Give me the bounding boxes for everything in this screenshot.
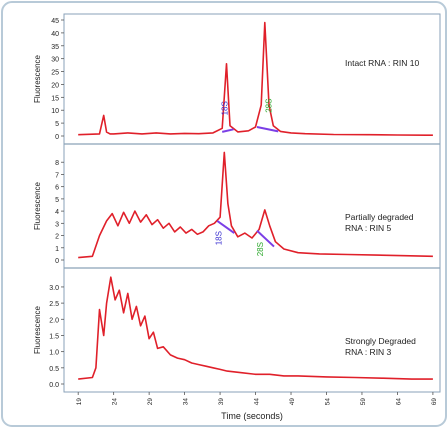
y-tick-label: 5 xyxy=(55,121,59,128)
peak-baseline-18s xyxy=(221,128,234,133)
series-line xyxy=(78,276,433,380)
x-tick-label: 49 xyxy=(289,398,296,406)
x-tick-label: 44 xyxy=(254,398,261,406)
y-tick-label: 0 xyxy=(55,258,59,265)
y-tick-label: 3.0 xyxy=(49,285,59,292)
panel-annotation: Partially degraded xyxy=(345,212,414,222)
y-tick-label: 2 xyxy=(55,234,59,241)
x-tick-label: 24 xyxy=(112,398,119,406)
y-tick-label: 2.5 xyxy=(49,301,59,308)
y-tick-label: 2.0 xyxy=(49,317,59,324)
peak-label-28s: 28S xyxy=(256,242,265,256)
series-line xyxy=(78,151,433,259)
peak-baseline-28s xyxy=(256,229,275,248)
outer-frame xyxy=(1,1,447,427)
y-tick-label: 7 xyxy=(55,172,59,179)
peak-label-18s: 18S xyxy=(215,231,224,245)
panel-annotation: RNA : RIN 5 xyxy=(345,223,392,233)
y-tick-label: 1.5 xyxy=(49,333,59,340)
y-tick-label: 40 xyxy=(51,31,59,38)
y-axis-label: Fluorescence xyxy=(33,54,42,103)
y-tick-label: 15 xyxy=(51,95,59,102)
plot-area-frame xyxy=(63,13,441,393)
data-layer xyxy=(78,21,433,380)
y-tick-label: 0 xyxy=(55,134,59,141)
x-tick-label: 34 xyxy=(183,398,190,406)
peak-label-18s: 18S xyxy=(220,101,229,115)
x-tick-label: 19 xyxy=(76,398,83,406)
y-tick-label: 5 xyxy=(55,197,59,204)
y-tick-label: 8 xyxy=(55,160,59,167)
y-tick-label: 3 xyxy=(55,221,59,228)
peak-label-28s: 28S xyxy=(264,99,273,113)
series-line xyxy=(78,21,433,136)
panel-annotation: Strongly Degraded xyxy=(345,336,416,346)
grid-layer xyxy=(61,13,441,395)
x-tick-label: 59 xyxy=(360,398,367,406)
y-tick-label: 25 xyxy=(51,70,59,77)
y-tick-label: 6 xyxy=(55,185,59,192)
x-tick-label: 64 xyxy=(395,398,402,406)
y-axis-label: Fluorescence xyxy=(33,305,42,354)
x-tick-label: 54 xyxy=(325,398,332,406)
y-tick-label: 35 xyxy=(51,44,59,51)
y-tick-label: 30 xyxy=(51,57,59,64)
y-tick-label: 4 xyxy=(55,209,59,216)
x-tick-label: 39 xyxy=(218,398,225,406)
y-tick-label: 1.0 xyxy=(49,350,59,357)
y-tick-label: 20 xyxy=(51,82,59,89)
y-tick-label: 45 xyxy=(51,18,59,25)
peak-baseline-18s xyxy=(216,220,235,234)
panel-annotation: RNA : RIN 3 xyxy=(345,347,392,357)
x-axis-label: Time (seconds) xyxy=(221,411,283,421)
y-tick-label: 10 xyxy=(51,108,59,115)
panel-annotation: Intact RNA : RIN 10 xyxy=(345,58,419,68)
y-tick-label: 1 xyxy=(55,246,59,253)
y-axis-label: Fluorescence xyxy=(33,181,42,230)
x-tick-label: 29 xyxy=(147,398,154,406)
y-tick-label: 0.0 xyxy=(49,382,59,389)
y-tick-label: 0.5 xyxy=(49,366,59,373)
peak-baseline-28s xyxy=(256,125,279,133)
x-tick-label: 69 xyxy=(431,398,438,406)
